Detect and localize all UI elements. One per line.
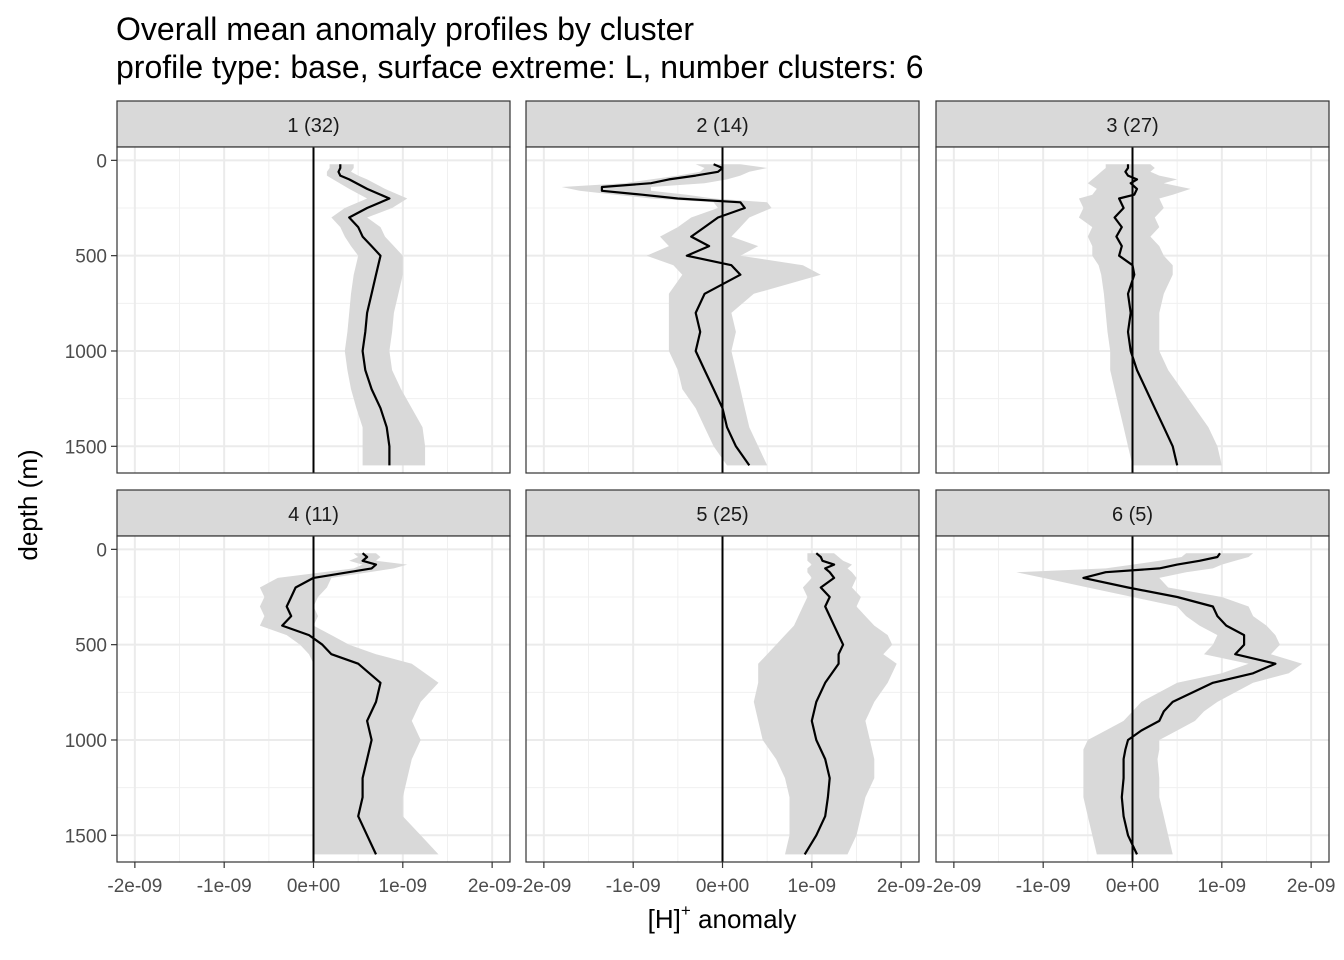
ribbon-spread <box>326 164 426 466</box>
x-tick-label: 1e-09 <box>379 876 428 897</box>
panel-strip <box>116 489 511 537</box>
panel-strip-label: 6 (5) <box>1112 504 1153 526</box>
panel-strip <box>525 489 920 537</box>
panel-strip <box>935 100 1330 148</box>
panel-strip-label: 3 (27) <box>1106 115 1158 137</box>
x-axis-title-main: [H] <box>648 904 681 934</box>
x-tick-label: 2e-09 <box>468 876 517 897</box>
panel-strip <box>525 100 920 148</box>
x-axis-title-superscript: + <box>681 901 691 920</box>
x-tick-label: 1e-09 <box>788 876 837 897</box>
panel-1: 1 (32) 0 500 1000 1500 <box>65 100 511 474</box>
panel-strip-label: 5 (25) <box>696 504 748 526</box>
x-tick-label: -2e-09 <box>516 876 571 897</box>
x-tick-label: 1e-09 <box>1198 876 1247 897</box>
x-tick-label: 2e-09 <box>877 876 926 897</box>
x-tick-label: -1e-09 <box>197 876 252 897</box>
ribbon-spread <box>561 164 821 466</box>
panels-group: 1 (32) 0 500 1000 1500 2 (14) 3 (27) 4 (11) 0 500… <box>65 100 1336 897</box>
panel-border <box>525 146 920 474</box>
y-tick-label: 0 <box>96 540 107 561</box>
mean-profile-line <box>600 163 751 467</box>
panel-border <box>116 146 511 474</box>
panel-strip-label: 1 (32) <box>287 115 339 137</box>
y-tick-label: 500 <box>75 247 107 268</box>
x-tick-label: -2e-09 <box>926 876 981 897</box>
y-tick-label: 1000 <box>65 342 107 363</box>
panel-3: 3 (27) <box>935 100 1330 474</box>
mean-profile-line <box>337 164 391 466</box>
ribbon-spread <box>259 553 439 855</box>
y-tick-label: 500 <box>75 636 107 657</box>
x-axis-title-tail: anomaly <box>691 904 797 934</box>
x-tick-label: 0e+00 <box>696 876 749 897</box>
x-tick-label: 0e+00 <box>1106 876 1159 897</box>
y-tick-label: 1000 <box>65 731 107 752</box>
panel-5: 5 (25) -2e-09 -1e-09 0e+00 1e-09 2e-09 <box>516 489 926 897</box>
panel-4: 4 (11) 0 500 1000 1500 -2e-09 -1e-09 0e+00 1e-09… <box>65 489 517 897</box>
x-axis-title: [H]+ anomaly <box>648 901 797 934</box>
y-axis-title: depth (m) <box>13 449 43 560</box>
ribbon-spread <box>1078 164 1222 466</box>
panel-6: 6 (5) -2e-09 -1e-09 0e+00 1e-09 2e-09 <box>926 489 1336 897</box>
x-tick-label: -1e-09 <box>606 876 661 897</box>
panel-strip-label: 2 (14) <box>696 115 748 137</box>
x-tick-label: -1e-09 <box>1016 876 1071 897</box>
chart-subtitle: profile type: base, surface extreme: L, … <box>116 49 923 85</box>
chart-title: Overall mean anomaly profiles by cluster <box>116 11 694 47</box>
panel-strip-label: 4 (11) <box>288 504 339 526</box>
mean-profile-line <box>1082 552 1277 855</box>
x-tick-label: 2e-09 <box>1287 876 1336 897</box>
panel-border <box>935 146 1330 474</box>
y-tick-label: 1500 <box>65 437 107 458</box>
panel-strip <box>116 100 511 148</box>
panel-2: 2 (14) <box>525 100 920 474</box>
x-tick-label: 0e+00 <box>287 876 340 897</box>
ribbon-spread <box>753 553 897 855</box>
mean-profile-line <box>281 552 382 855</box>
mean-profile-line <box>803 552 845 855</box>
x-tick-label: -2e-09 <box>107 876 162 897</box>
y-tick-label: 0 <box>96 151 107 172</box>
y-tick-label: 1500 <box>65 826 107 847</box>
mean-profile-line <box>1113 164 1179 466</box>
